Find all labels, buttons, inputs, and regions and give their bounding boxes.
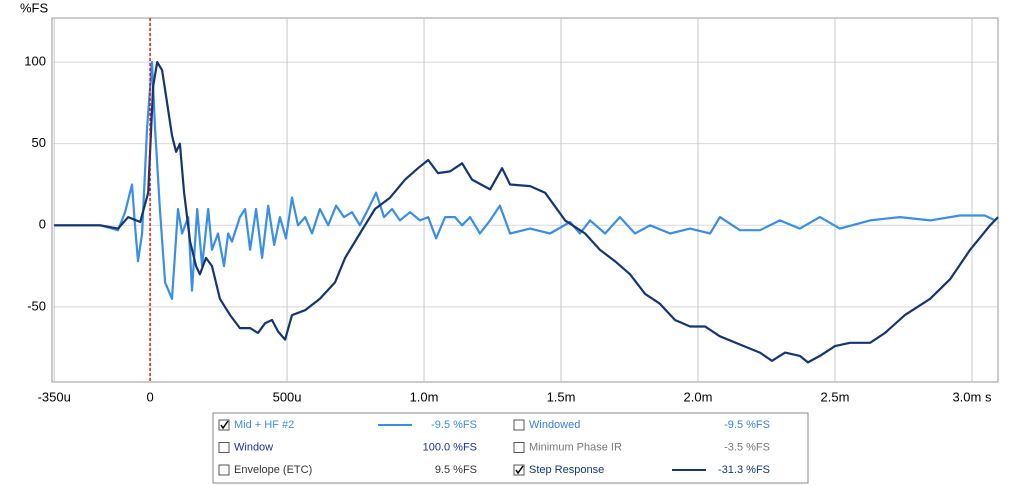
checkbox[interactable]	[513, 419, 525, 431]
legend-label: Minimum Phase IR	[529, 441, 622, 453]
checkmark	[515, 465, 524, 475]
x-tick-label: -350u	[38, 389, 71, 404]
x-tick-label: 0	[146, 389, 153, 404]
y-axis-label: %FS	[20, 0, 49, 15]
x-tick-label: 3.0m s	[952, 389, 992, 404]
legend-readout: -31.3 %FS	[718, 464, 770, 476]
legend-readout: 100.0 %FS	[423, 441, 477, 453]
checkbox[interactable]	[218, 442, 230, 453]
y-tick-label: -50	[27, 298, 46, 313]
checkmark	[220, 420, 229, 430]
legend-readout: -3.5 %FS	[724, 441, 770, 453]
legend-readout: -9.5 %FS	[724, 419, 770, 431]
checkbox[interactable]	[513, 442, 525, 453]
y-tick-label: 50	[32, 135, 46, 150]
x-tick-label: 2.0m	[684, 389, 713, 404]
legend-label: Window	[234, 441, 273, 453]
legend-label: Windowed	[529, 419, 580, 431]
x-tick-label: 1.5m	[547, 389, 576, 404]
legend-readout: -9.5 %FS	[431, 419, 477, 431]
checkbox[interactable]	[218, 419, 230, 431]
y-tick-label: 0	[39, 217, 46, 232]
legend-label: Envelope (ETC)	[234, 464, 312, 476]
checkbox[interactable]	[513, 464, 525, 476]
x-tick-label: 2.5m	[821, 389, 850, 404]
x-tick-label: 1.0m	[410, 389, 439, 404]
series-line	[54, 61, 996, 300]
legend-box	[212, 412, 809, 484]
y-tick-label: 100	[24, 54, 46, 69]
x-tick-label: 500u	[273, 389, 302, 404]
plot-area	[51, 17, 999, 383]
checkbox[interactable]	[218, 464, 230, 476]
series-line	[54, 61, 999, 364]
legend-label: Step Response	[529, 464, 604, 476]
legend-label: Mid + HF #2	[234, 419, 294, 431]
legend-readout: 9.5 %FS	[435, 464, 477, 476]
